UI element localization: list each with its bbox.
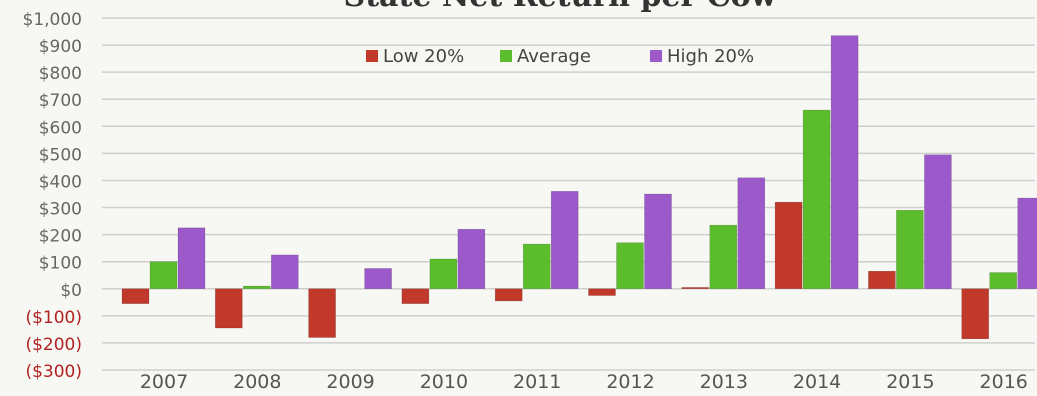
bar-average-2015 — [896, 209, 924, 290]
legend-swatch — [500, 50, 512, 62]
y-tick-label: $300 — [39, 200, 82, 220]
legend-label: High 20% — [667, 46, 754, 67]
legend-label: Average — [517, 46, 591, 67]
x-tick-label: 2016 — [980, 371, 1028, 392]
x-tick-label: 2008 — [233, 371, 281, 392]
bar-high-20--2015 — [924, 154, 952, 290]
bar-low-20--2010 — [401, 288, 430, 304]
bar-average-2007 — [149, 261, 178, 290]
bar-average-2013 — [709, 224, 738, 290]
y-tick-label: ($200) — [25, 335, 82, 355]
bar-average-2012 — [616, 242, 644, 290]
chart-title: State Net Return per Cow — [344, 0, 778, 14]
bar-high-20--2008 — [271, 254, 299, 290]
bar-high-20--2007 — [177, 227, 206, 290]
bar-average-2011 — [522, 243, 551, 290]
bar-high-20--2009 — [364, 268, 392, 290]
x-tick-label: 2013 — [700, 371, 748, 392]
y-axis-ticks: ($300) ($200) ($100) $0 $100 $200 $300 $400 $500… — [23, 10, 82, 382]
bar-low-20--2014 — [774, 201, 803, 290]
y-tick-label: $400 — [39, 172, 82, 192]
bar-low-20--2015 — [868, 270, 896, 290]
legend-swatch — [366, 50, 378, 62]
x-tick-label: 2011 — [513, 371, 561, 392]
y-tick-label: $200 — [39, 227, 82, 247]
x-axis-ticks: 2007 2008 2009 2010 2011 2012 2013 2014 2015 2016 — [140, 371, 1028, 393]
bar-average-2014 — [802, 109, 831, 290]
bar-average-2010 — [429, 258, 458, 290]
y-tick-label: $700 — [39, 91, 82, 111]
bar-low-20--2016 — [961, 288, 989, 340]
legend-swatch — [650, 50, 662, 62]
bar-high-20--2014 — [830, 35, 859, 290]
bar-low-20--2013 — [681, 287, 710, 290]
y-tick-label: $100 — [39, 254, 82, 274]
y-tick-label: $900 — [39, 37, 82, 57]
y-tick-label: ($100) — [25, 308, 82, 328]
x-tick-label: 2012 — [606, 371, 654, 392]
y-tick-label: $600 — [39, 118, 82, 138]
bar-average-2008 — [243, 285, 271, 290]
bar-high-20--2012 — [644, 193, 672, 290]
x-tick-label: 2015 — [886, 371, 934, 392]
bar-high-20--2010 — [457, 228, 486, 290]
bar-low-20--2009 — [308, 288, 336, 338]
bar-high-20--2013 — [737, 177, 766, 290]
x-tick-label: 2007 — [140, 371, 188, 392]
bar-low-20--2007 — [121, 288, 150, 304]
legend: Low 20% Average High 20% — [366, 46, 754, 67]
x-tick-label: 2014 — [793, 371, 841, 392]
x-tick-label: 2010 — [420, 371, 468, 392]
bar-high-20--2011 — [550, 191, 579, 290]
y-tick-label: $0 — [60, 281, 82, 301]
bar-average-2016 — [989, 272, 1017, 290]
x-tick-label: 2009 — [326, 371, 374, 392]
y-tick-label: $500 — [39, 145, 82, 165]
bar-low-20--2008 — [215, 288, 243, 329]
y-tick-label: $800 — [39, 64, 82, 84]
y-tick-label: $1,000 — [23, 10, 82, 30]
legend-label: Low 20% — [383, 46, 464, 67]
bars — [121, 35, 1037, 340]
y-tick-label: ($300) — [25, 362, 82, 382]
bar-low-20--2011 — [494, 288, 523, 302]
bar-high-20--2016 — [1017, 197, 1037, 290]
bar-low-20--2012 — [588, 288, 616, 296]
